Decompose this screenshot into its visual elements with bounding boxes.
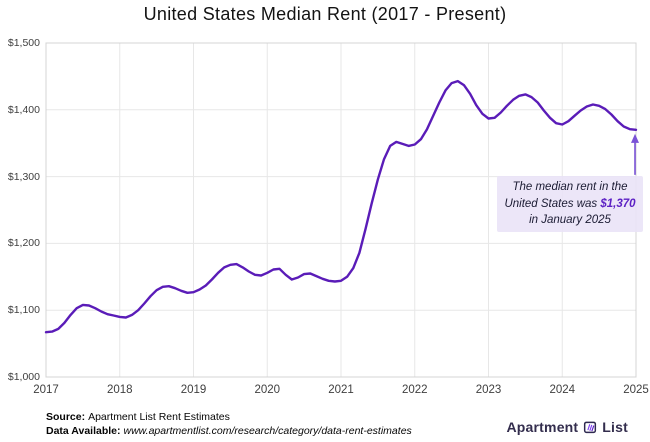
- data-available-label: Data Available:: [46, 424, 121, 437]
- x-tick-label: 2019: [180, 384, 207, 396]
- x-tick-label: 2017: [33, 384, 59, 396]
- median-rent-line: [44, 79, 638, 334]
- x-tick-label: 2024: [549, 384, 576, 396]
- x-tick-label: 2025: [623, 384, 649, 396]
- source-line: Source: Apartment List Rent Estimates: [46, 411, 412, 425]
- data-available-line: Data Available: www.apartmentlist.com/res…: [46, 425, 412, 439]
- source-value: Apartment List Rent Estimates: [88, 411, 230, 423]
- y-tick-label: $1,500: [7, 37, 40, 49]
- y-tick-label: $1,400: [7, 103, 40, 116]
- logo-word-apartment: Apartment: [506, 419, 579, 435]
- annotation-line-1: The median rent in the: [512, 181, 628, 194]
- y-tick-label: $1,000: [7, 371, 40, 383]
- x-tick-label: 2021: [328, 384, 354, 396]
- y-tick-label: $1,100: [7, 304, 40, 317]
- annotation-callout: The median rent in the United States was…: [497, 176, 643, 232]
- annotation-arrow-up-icon: [631, 133, 639, 143]
- annotation-line-2: United States was $1,370: [504, 197, 636, 210]
- x-tick-label: 2023: [475, 384, 502, 396]
- footer-credits: Source: Apartment List Rent Estimates Dat…: [46, 411, 412, 438]
- data-available-url: www.apartmentlist.com/research/category/…: [123, 424, 412, 437]
- chart-title: United States Median Rent (2017 - Presen…: [143, 4, 507, 24]
- y-tick-label: $1,300: [7, 170, 40, 183]
- annotation-line-3: in January 2025: [529, 214, 611, 227]
- logo-word-list: List: [602, 419, 628, 435]
- apartment-list-logo: Apartment List: [506, 419, 628, 435]
- apartment-list-house-icon: [582, 419, 598, 435]
- y-tick-label: $1,200: [7, 237, 40, 250]
- x-tick-label: 2022: [401, 384, 428, 396]
- annotation-value: $1,370: [600, 197, 636, 210]
- x-tick-label: 2018: [106, 384, 133, 396]
- source-label: Source:: [46, 411, 86, 423]
- x-tick-label: 2020: [254, 384, 281, 396]
